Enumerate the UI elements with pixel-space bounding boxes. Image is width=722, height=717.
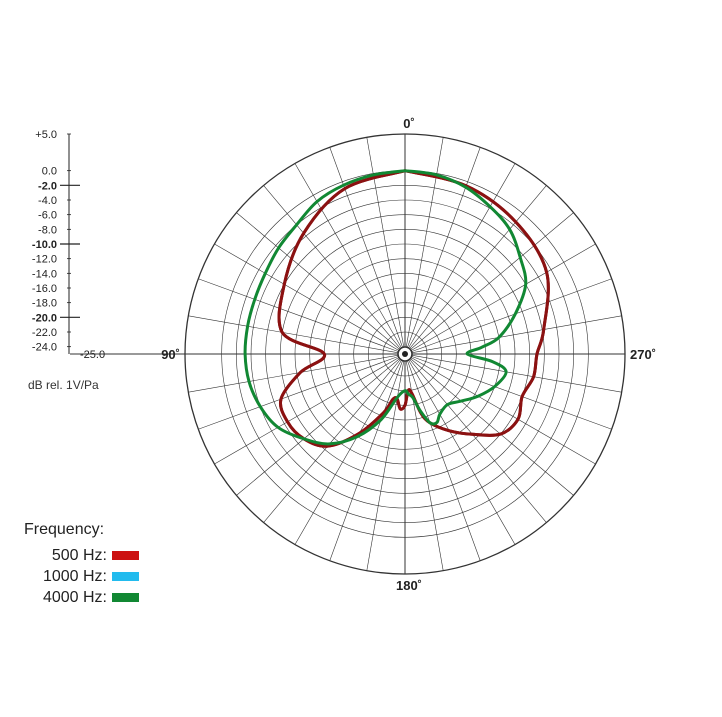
grid-spoke xyxy=(410,212,574,350)
grid-spoke xyxy=(188,315,398,354)
angle-label-90: 90˚ xyxy=(161,347,180,362)
grid-spoke xyxy=(329,147,403,348)
scale-tick-label: -10.0 xyxy=(32,239,57,251)
legend-item-500hz: 500 Hz: xyxy=(24,545,184,566)
scale-tick-label: -20.0 xyxy=(32,312,57,324)
grid-spoke xyxy=(366,137,405,347)
grid-spoke xyxy=(411,356,612,430)
grid-spoke xyxy=(294,163,402,348)
angle-label-270: 270˚ xyxy=(630,347,656,362)
legend-swatch-red xyxy=(112,551,139,560)
grid-spoke xyxy=(263,185,401,349)
unit-label: dB rel. 1V/Pa xyxy=(28,378,99,392)
legend-label: 4000 Hz: xyxy=(42,588,107,606)
center-dot xyxy=(402,351,408,357)
grid-spoke xyxy=(198,356,399,430)
trace-1000hz xyxy=(277,169,550,448)
grid-spoke xyxy=(410,358,574,496)
trace-4000hz xyxy=(243,169,528,446)
grid-spoke xyxy=(198,278,399,352)
grid-spoke xyxy=(329,360,403,561)
scale-tick-label: -16.0 xyxy=(32,283,57,295)
polar-grid xyxy=(70,133,626,575)
grid-spoke xyxy=(263,359,401,523)
legend-swatch-green xyxy=(112,593,139,602)
grid-spoke xyxy=(412,315,622,354)
legend: Frequency: 500 Hz: 1000 Hz: 4000 Hz: xyxy=(24,521,184,608)
grid-spoke xyxy=(214,357,399,465)
legend-label: 1000 Hz: xyxy=(42,567,107,585)
scale-tick-label: 0.0 xyxy=(42,166,57,178)
grid-spoke xyxy=(411,357,596,465)
db-scale: +5.0 0.0 -2.0 -4.0 -6.0 -8.0 -10.0 -12.0 -14.0 -1… xyxy=(32,129,105,361)
legend-item-1000hz: 1000 Hz: xyxy=(24,566,184,587)
scale-tick-label: +5.0 xyxy=(35,129,57,141)
scale-tick-label: -18.0 xyxy=(32,298,57,310)
grid-spoke xyxy=(236,212,400,350)
grid-spoke xyxy=(236,358,400,496)
grid-spoke xyxy=(405,137,444,347)
grid-spoke xyxy=(411,243,596,351)
scale-tick-label: -24.0 xyxy=(32,342,57,354)
legend-label: 500 Hz: xyxy=(51,546,107,564)
legend-item-4000hz: 4000 Hz: xyxy=(24,587,184,608)
grid-spoke xyxy=(409,185,547,349)
angle-label-180: 180˚ xyxy=(396,578,422,593)
scale-tick-label: -22.0 xyxy=(32,327,57,339)
scale-tick-label: -12.0 xyxy=(32,254,57,266)
grid-spoke xyxy=(409,359,547,523)
legend-title: Frequency: xyxy=(24,521,105,538)
grid-spoke xyxy=(408,360,516,545)
angle-label-0: 0˚ xyxy=(403,116,415,131)
grid-spoke xyxy=(188,354,398,393)
grid-spoke xyxy=(214,243,399,351)
grid-spoke xyxy=(408,163,516,348)
scale-tick-label: -6.0 xyxy=(38,210,57,222)
center-marker xyxy=(397,346,413,362)
scale-tick-label: -4.0 xyxy=(38,195,57,207)
scale-tick-label: -8.0 xyxy=(38,224,57,236)
scale-tick-label: -14.0 xyxy=(32,268,57,280)
grid-spoke xyxy=(407,360,481,561)
legend-swatch-cyan xyxy=(112,572,139,581)
response-traces xyxy=(243,169,550,448)
scale-tick-label: -25.0 xyxy=(80,349,105,361)
grid-spoke xyxy=(412,354,622,393)
grid-spoke xyxy=(294,360,402,545)
scale-tick-label: -2.0 xyxy=(38,180,57,192)
grid-spoke xyxy=(411,278,612,352)
grid-spoke xyxy=(407,147,481,348)
